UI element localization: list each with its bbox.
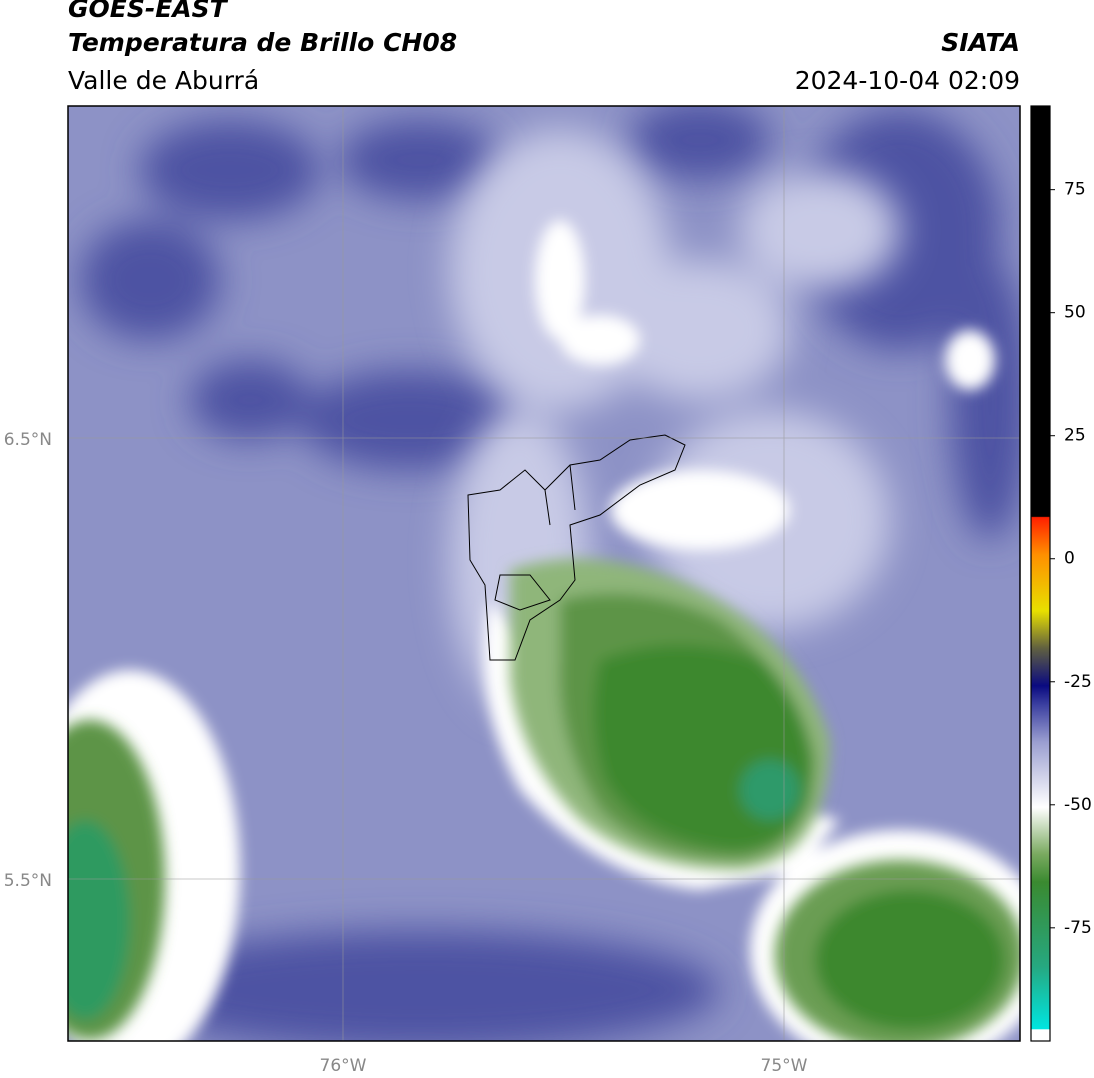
source: SIATA bbox=[941, 28, 1020, 57]
colorbar bbox=[1030, 105, 1051, 1042]
title: GOES-EAST bbox=[68, 0, 227, 23]
colorbar-tick-label: 75 bbox=[1064, 180, 1086, 200]
colorbar-tick-label: 50 bbox=[1064, 303, 1086, 323]
lat-label: 6.5°N bbox=[4, 430, 52, 450]
timestamp: 2024-10-04 02:09 bbox=[794, 66, 1020, 95]
colorbar-tick-label: -50 bbox=[1064, 795, 1092, 815]
subtitle: Temperatura de Brillo CH08 bbox=[68, 28, 458, 57]
lon-label: 76°W bbox=[320, 1056, 367, 1076]
lon-label: 75°W bbox=[761, 1056, 808, 1076]
colorbar-tick-label: 0 bbox=[1064, 549, 1075, 569]
lat-label: 5.5°N bbox=[4, 871, 52, 891]
region: Valle de Aburrá bbox=[68, 66, 260, 95]
satellite-field bbox=[68, 106, 1020, 1041]
colorbar-tick-label: 25 bbox=[1064, 426, 1086, 446]
colorbar-tick-label: -75 bbox=[1064, 918, 1092, 938]
colorbar-tick-label: -25 bbox=[1064, 672, 1092, 692]
